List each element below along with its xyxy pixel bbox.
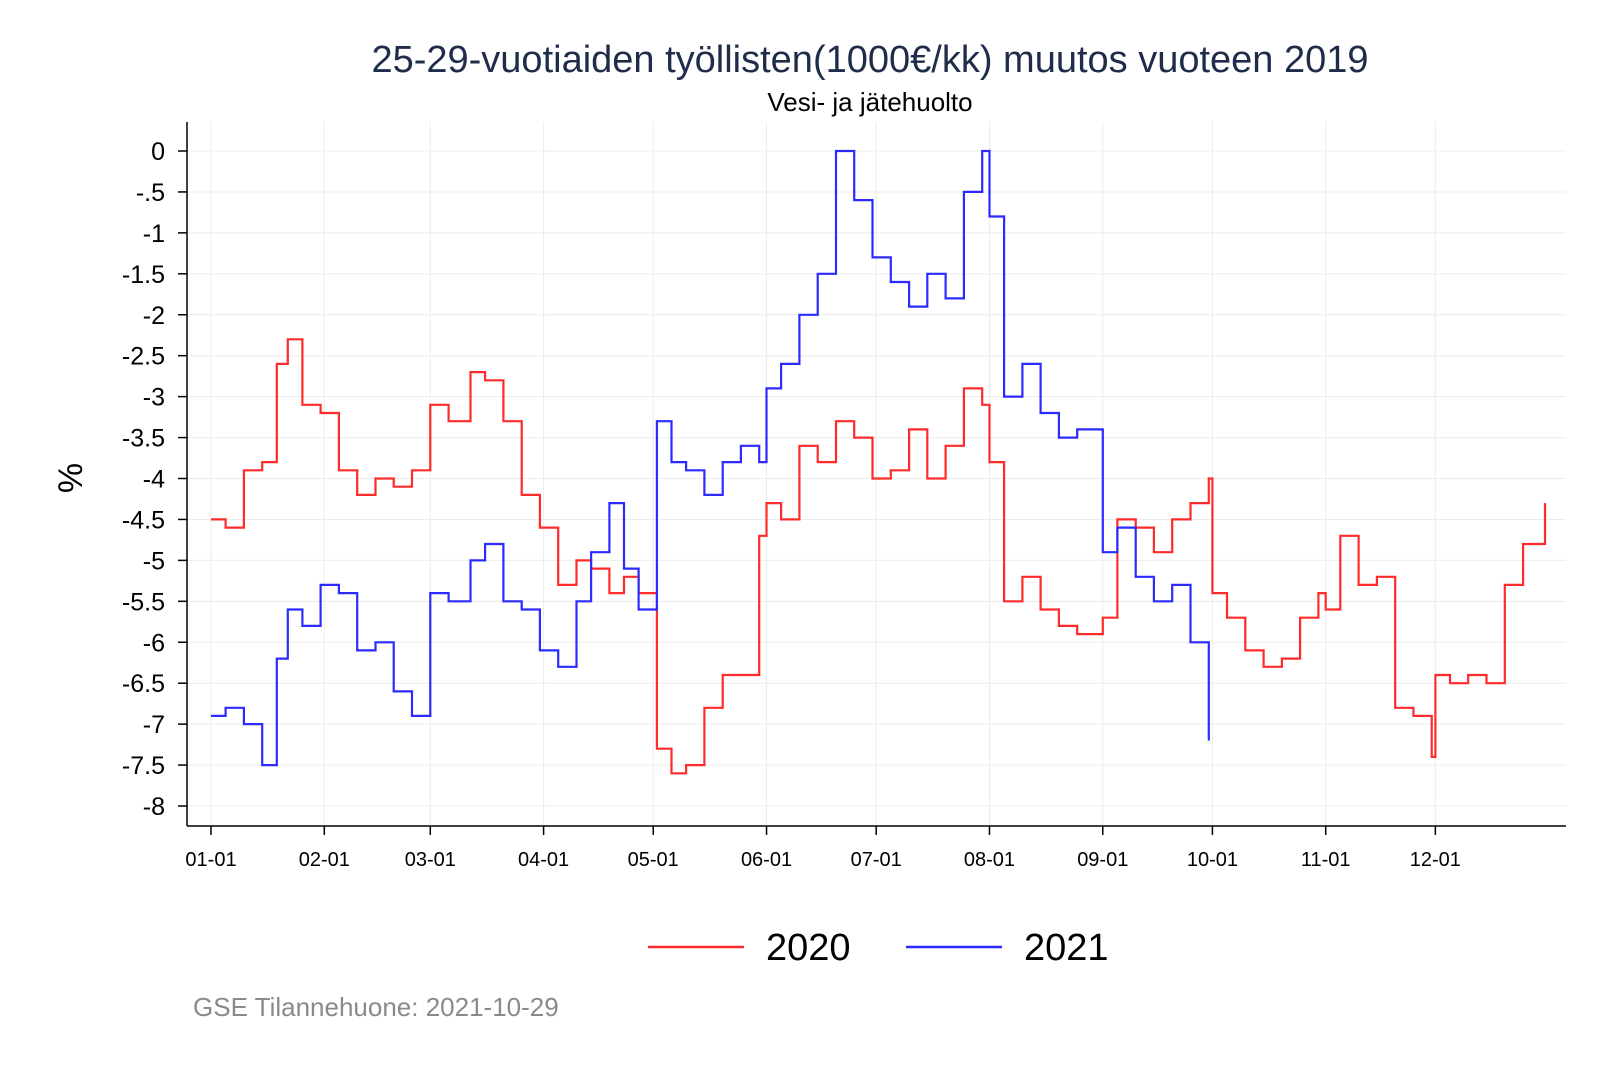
footer-source: GSE Tilannehuone: 2021-10-29 xyxy=(193,992,559,1022)
x-tick-label: 01-01 xyxy=(185,849,236,871)
x-tick-label: 03-01 xyxy=(405,849,456,871)
y-tick-label: -7.5 xyxy=(122,752,165,780)
y-tick-label: -5.5 xyxy=(122,588,165,616)
x-tick-label: 11-01 xyxy=(1301,849,1351,871)
y-tick-label: -7 xyxy=(143,711,165,739)
x-tick-label: 12-01 xyxy=(1410,849,1461,871)
series-layer xyxy=(211,149,1547,775)
legend: 2020 2021 xyxy=(648,927,1109,969)
legend-label-2020: 2020 xyxy=(766,927,851,969)
x-tick-label: 08-01 xyxy=(964,849,1015,871)
x-tick-label: 02-01 xyxy=(299,849,350,871)
y-tick-label: -4 xyxy=(143,466,165,494)
y-tick-label: -1.5 xyxy=(122,261,165,289)
series-line-2021 xyxy=(211,149,1210,767)
x-tick-label: 07-01 xyxy=(851,849,902,871)
chart-subtitle: Vesi- ja jätehuolto xyxy=(767,87,972,117)
y-tick-label: -6.5 xyxy=(122,670,165,698)
y-tick-label: -8 xyxy=(143,793,165,821)
y-ticks: 0 -.5 -1 -1.5 -2 -2.5 -3 -3.5 -4 -4.5 -5 -5.5 -6 -6.5… xyxy=(122,138,187,821)
y-tick-label: -2.5 xyxy=(122,343,165,371)
chart-title: 25-29-vuotiaiden työllisten(1000€/kk) mu… xyxy=(371,39,1368,81)
legend-label-2021: 2021 xyxy=(1024,927,1109,969)
y-tick-label: -4.5 xyxy=(122,506,165,534)
grid xyxy=(187,122,1566,826)
x-tick-label: 05-01 xyxy=(628,849,679,871)
y-tick-label: 0 xyxy=(151,138,165,166)
y-tick-label: -.5 xyxy=(136,179,165,207)
x-tick-label: 04-01 xyxy=(518,849,569,871)
x-ticks: 01-01 02-01 03-01 04-01 05-01 06-01 07-01 08-01… xyxy=(185,826,1461,871)
y-axis-label: % xyxy=(52,463,90,493)
y-tick-label: -1 xyxy=(143,220,165,248)
y-tick-label: -3 xyxy=(143,384,165,412)
y-tick-label: -5 xyxy=(143,547,165,575)
y-tick-label: -6 xyxy=(143,629,165,657)
series-line-2020 xyxy=(211,338,1547,775)
x-tick-label: 10-01 xyxy=(1187,849,1238,871)
y-tick-label: -3.5 xyxy=(122,425,165,453)
x-tick-label: 06-01 xyxy=(741,849,792,871)
y-tick-label: -2 xyxy=(143,302,165,330)
x-tick-label: 09-01 xyxy=(1077,849,1128,871)
